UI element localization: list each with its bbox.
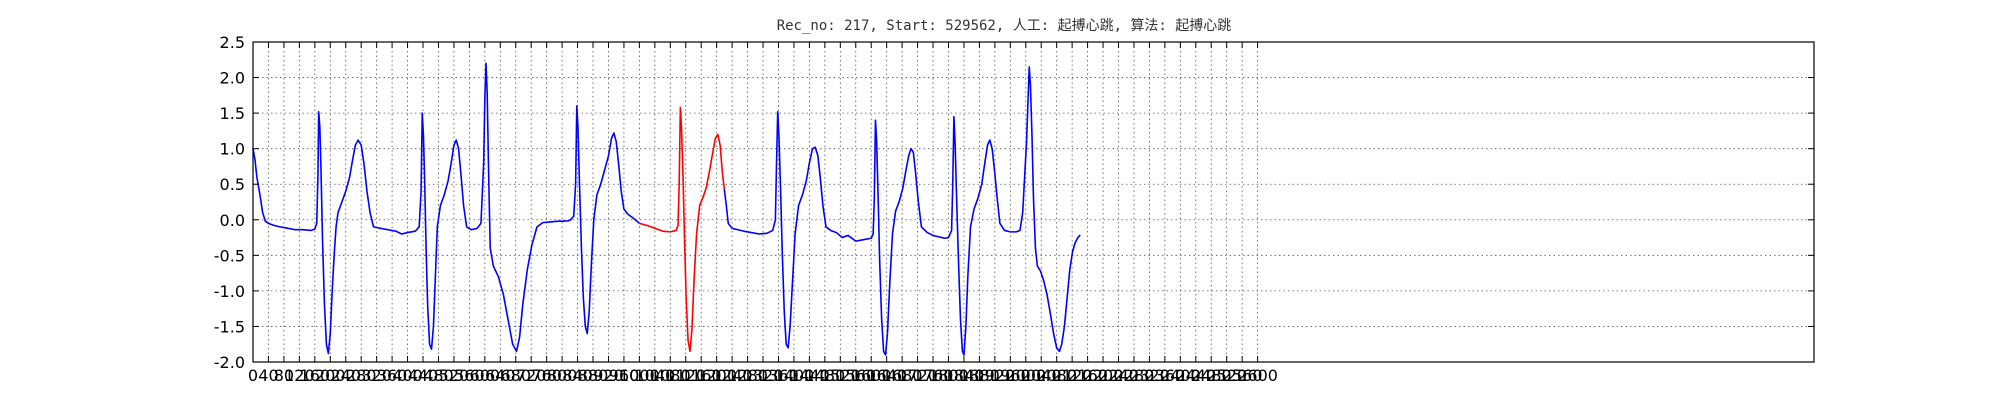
x-tick-label: 1720 (897, 366, 938, 385)
y-tick-label: 2.0 (220, 69, 245, 88)
x-tick-label: 480 (423, 366, 454, 385)
x-tick-label: 120 (284, 366, 315, 385)
x-tick-label: 1560 (835, 366, 876, 385)
plot-frame (252, 41, 1815, 363)
x-tick-label: 40 (258, 366, 278, 385)
y-tick-label: 1.0 (220, 140, 245, 159)
x-tick-label: 1320 (743, 366, 784, 385)
x-tick-label: 560 (454, 366, 485, 385)
x-tick-label: 1520 (820, 366, 861, 385)
x-tick-label: 1840 (944, 366, 985, 385)
x-tick-label: 1640 (866, 366, 907, 385)
x-tick-label: 680 (500, 366, 531, 385)
grid-lines (252, 41, 1814, 363)
x-tick-label: 200 (315, 366, 346, 385)
x-tick-label: 2600 (1237, 366, 1278, 385)
y-tick-label: -2.0 (214, 353, 245, 372)
x-tick-label: 760 (531, 366, 562, 385)
x-tick-label: 640 (485, 366, 516, 385)
x-tick-label: 2280 (1114, 366, 1155, 385)
x-tick-label: 520 (439, 366, 470, 385)
x-tick-label: 1240 (712, 366, 753, 385)
x-tick-label: 2120 (1052, 366, 1093, 385)
series-line-2 (723, 66, 1081, 356)
x-tick-label: 720 (516, 366, 547, 385)
x-tick-label: 2440 (1175, 366, 1216, 385)
y-tick-label: 0.5 (220, 175, 245, 194)
x-tick-label: 1680 (882, 366, 923, 385)
x-tick-label: 1280 (727, 366, 768, 385)
x-tick-label: 880 (578, 366, 609, 385)
x-tick-label: 360 (377, 366, 408, 385)
x-tick-label: 1120 (665, 366, 706, 385)
y-axis: 2.5 2.0 1.5 1.0 0.5 0.0 -0.5 -1.0 -1.5 -2.0 (214, 33, 1814, 372)
x-tick-label: 2160 (1067, 366, 1108, 385)
x-tick-label: 2480 (1191, 366, 1232, 385)
x-tick-label: 800 (547, 366, 578, 385)
y-tick-label: 0.0 (220, 211, 245, 230)
x-tick-label: 1880 (959, 366, 1000, 385)
x-tick-label: 2320 (1129, 366, 1170, 385)
x-tick-label: 0 (248, 366, 258, 385)
x-tick-label: 1040 (634, 366, 675, 385)
x-tick-label: 240 (330, 366, 361, 385)
x-tick-label: 1360 (758, 366, 799, 385)
x-tick-label: 2560 (1222, 366, 1263, 385)
y-tick-label: 1.5 (220, 104, 245, 123)
x-tick-label: 2080 (1036, 366, 1077, 385)
x-tick-label: 2200 (1083, 366, 1124, 385)
x-tick-label: 400 (392, 366, 423, 385)
x-tick-label: 600 (470, 366, 501, 385)
x-tick-label: 1400 (774, 366, 815, 385)
x-tick-label: 2040 (1021, 366, 1062, 385)
x-tick-label: 1960 (990, 366, 1031, 385)
x-tick-label: 280 (346, 366, 377, 385)
x-tick-label: 1920 (975, 366, 1016, 385)
x-tick-label: 1760 (913, 366, 954, 385)
x-tick-label: 1440 (789, 366, 830, 385)
series-line-1 (638, 106, 726, 353)
x-tick-label: 2400 (1160, 366, 1201, 385)
y-tick-label: -0.5 (214, 246, 245, 265)
x-tick-label: 1480 (804, 366, 845, 385)
series-line-0 (252, 62, 641, 355)
x-tick-label: 320 (361, 366, 392, 385)
x-tick-label: 1600 (851, 366, 892, 385)
x-axis: 0 408012016020024028032036040044048052056… (248, 42, 1278, 385)
x-tick-label: 1160 (681, 366, 722, 385)
x-tick-label: 160 (300, 366, 331, 385)
x-tick-label: 80 (274, 366, 294, 385)
x-tick-label: 2520 (1206, 366, 1247, 385)
x-tick-label: 960 (609, 366, 640, 385)
x-tick-label: 1080 (650, 366, 691, 385)
x-tick-label: 2000 (1005, 366, 1046, 385)
x-tick-label: 440 (408, 366, 439, 385)
y-tick-label: 2.5 (220, 33, 245, 52)
x-tick-label: 1800 (928, 366, 969, 385)
series-group (252, 62, 1081, 356)
x-tick-label: 920 (593, 366, 624, 385)
x-tick-label: 1000 (619, 366, 660, 385)
x-tick-label: 2240 (1098, 366, 1139, 385)
x-tick-label: 2360 (1145, 366, 1186, 385)
x-tick-label: 1200 (696, 366, 737, 385)
y-tick-label: -1.5 (214, 317, 245, 336)
y-tick-label: -1.0 (214, 282, 245, 301)
chart-title: Rec_no: 217, Start: 529562, 人工: 起搏心跳, 算法… (777, 17, 1232, 34)
x-tick-label: 840 (562, 366, 593, 385)
